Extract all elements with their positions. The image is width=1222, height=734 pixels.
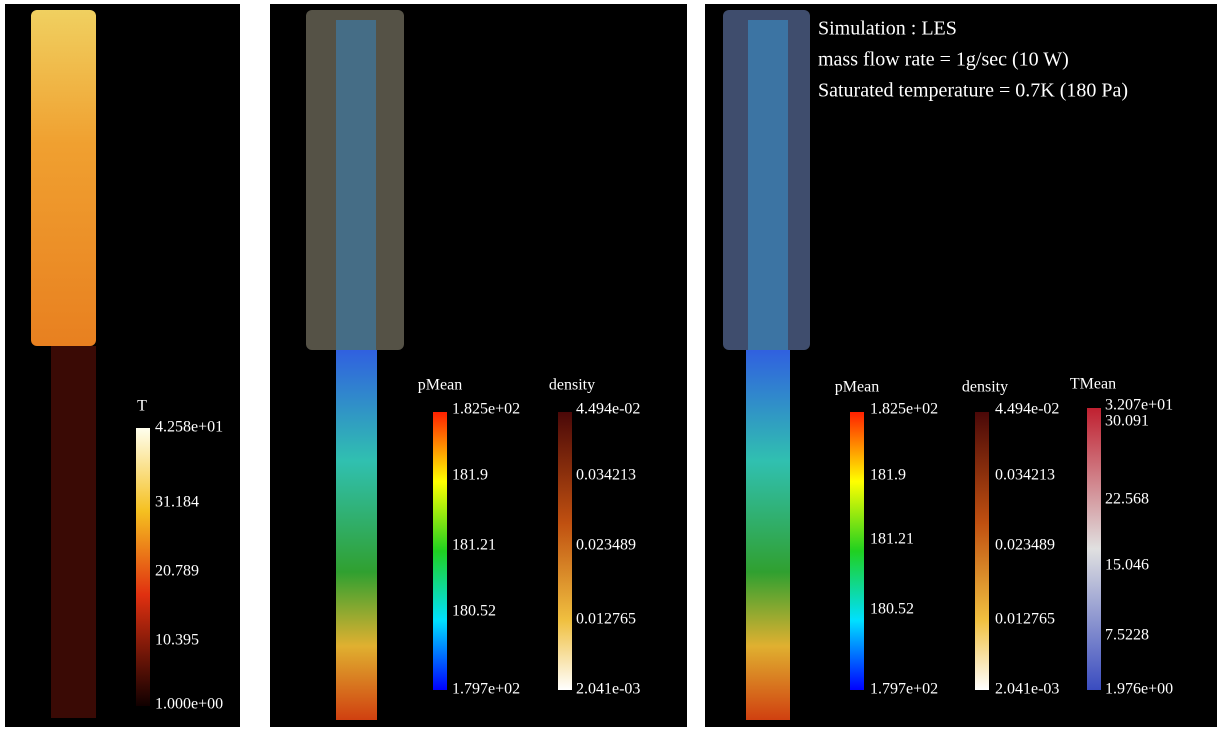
colorbar bbox=[975, 412, 989, 690]
colorbar-label: 20.789 bbox=[155, 563, 199, 580]
colorbar-label: 7.5228 bbox=[1105, 627, 1149, 644]
pipe bbox=[336, 350, 377, 720]
colorbar-label: 181.9 bbox=[452, 467, 488, 484]
colorbar-label: 0.034213 bbox=[576, 467, 636, 484]
colorbar bbox=[136, 428, 150, 706]
colorbar-label: 1.797e+02 bbox=[870, 681, 938, 698]
annotation: Simulation : LES bbox=[818, 18, 957, 40]
cylinder bbox=[31, 10, 96, 346]
colorbar-label: 31.184 bbox=[155, 494, 199, 511]
colorbar-title: density bbox=[962, 379, 1008, 396]
colorbar-title: TMean bbox=[1070, 376, 1116, 393]
colorbar-label: 3.207e+01 bbox=[1105, 397, 1173, 414]
streamlines bbox=[336, 20, 376, 350]
colorbar-label: 0.023489 bbox=[576, 537, 636, 554]
colorbar-title: pMean bbox=[835, 379, 879, 396]
colorbar-label: 181.9 bbox=[870, 467, 906, 484]
colorbar-label: 30.091 bbox=[1105, 413, 1149, 430]
colorbar-label: 0.012765 bbox=[576, 611, 636, 628]
colorbar-label: 4.494e-02 bbox=[576, 401, 640, 418]
colorbar-label: 1.825e+02 bbox=[452, 401, 520, 418]
colorbar-label: 1.797e+02 bbox=[452, 681, 520, 698]
colorbar-label: 180.52 bbox=[452, 603, 496, 620]
colorbar-title: density bbox=[549, 377, 595, 394]
colorbar bbox=[433, 412, 447, 690]
colorbar-label: 1.976e+00 bbox=[1105, 681, 1173, 698]
colorbar-label: 181.21 bbox=[452, 537, 496, 554]
colorbar-label: 4.494e-02 bbox=[995, 401, 1059, 418]
colorbar-label: 22.568 bbox=[1105, 491, 1149, 508]
colorbar bbox=[850, 412, 864, 690]
colorbar-label: 10.395 bbox=[155, 632, 199, 649]
colorbar-label: 1.825e+02 bbox=[870, 401, 938, 418]
colorbar-label: 2.041e-03 bbox=[995, 681, 1059, 698]
colorbar bbox=[558, 412, 572, 690]
colorbar-label: 181.21 bbox=[870, 531, 914, 548]
colorbar-label: 0.012765 bbox=[995, 611, 1055, 628]
annotation: Saturated temperature = 0.7K (180 Pa) bbox=[818, 80, 1128, 102]
pipe bbox=[746, 350, 790, 720]
page: {"panels": [ {"colorbars": [{"title": "T… bbox=[0, 0, 1222, 729]
colorbar-title: T bbox=[137, 398, 147, 415]
colorbar-label: 15.046 bbox=[1105, 557, 1149, 574]
colorbar-label: 0.023489 bbox=[995, 537, 1055, 554]
colorbar-label: 180.52 bbox=[870, 601, 914, 618]
streamlines bbox=[748, 20, 788, 350]
pipe bbox=[51, 346, 96, 718]
annotation: mass flow rate = 1g/sec (10 W) bbox=[818, 49, 1069, 71]
colorbar-label: 1.000e+00 bbox=[155, 696, 223, 713]
colorbar-title: pMean bbox=[418, 377, 462, 394]
colorbar-label: 4.258e+01 bbox=[155, 419, 223, 436]
colorbar-label: 0.034213 bbox=[995, 467, 1055, 484]
screenshot: T 4.258e+01 31.184 20.789 10.395 1.000e+… bbox=[0, 0, 1222, 729]
colorbar-label: 2.041e-03 bbox=[576, 681, 640, 698]
colorbar bbox=[1087, 408, 1101, 690]
